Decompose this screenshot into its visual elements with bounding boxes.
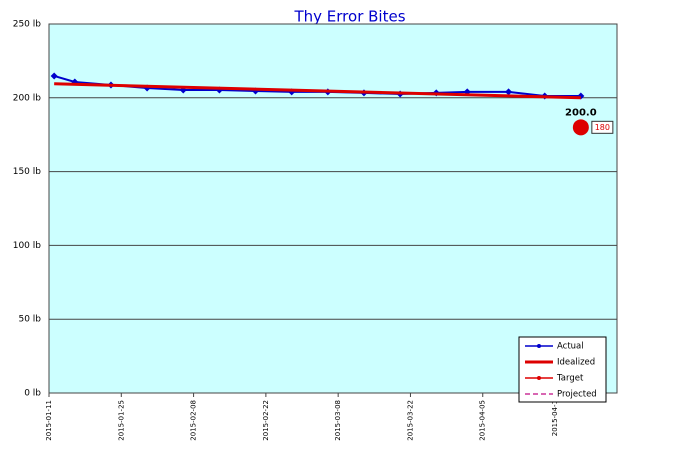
y-tick-label: 100 lb (13, 241, 42, 251)
chart-title: Thy Error Bites (293, 8, 405, 26)
y-tick-label: 150 lb (13, 167, 42, 177)
x-tick-label: 2015-01-11 (45, 400, 53, 441)
x-tick-label: 2015-02-08 (190, 400, 198, 441)
marker (505, 88, 513, 96)
annotation: 200.0 (565, 107, 597, 118)
y-tick-label: 0 lb (24, 389, 41, 399)
legend-label: Actual (557, 342, 584, 352)
x-tick-label: 2015-03-08 (334, 400, 342, 441)
legend-marker (537, 376, 541, 380)
legend-marker (537, 344, 541, 348)
legend-label: Target (556, 374, 584, 384)
x-tick-label: 2015-03-22 (406, 400, 414, 441)
series-line (54, 82, 581, 100)
legend-label: Idealized (557, 358, 595, 368)
x-tick-label: 2015-01-25 (117, 400, 125, 441)
label-box (591, 120, 614, 134)
legend-label: Projected (557, 390, 597, 400)
x-tick-label: 2015-04-05 (479, 400, 487, 441)
y-tick-label: 50 lb (18, 315, 41, 325)
x-tick-label: 2015-04-1 (551, 400, 559, 436)
value-label: 180 (595, 123, 610, 132)
target-marker (572, 119, 589, 136)
legend-box (518, 336, 607, 403)
marker (50, 72, 58, 80)
y-tick-label: 200 lb (13, 93, 42, 103)
x-tick-label: 2015-02-22 (262, 400, 270, 441)
y-tick-label: 250 lb (13, 20, 42, 30)
